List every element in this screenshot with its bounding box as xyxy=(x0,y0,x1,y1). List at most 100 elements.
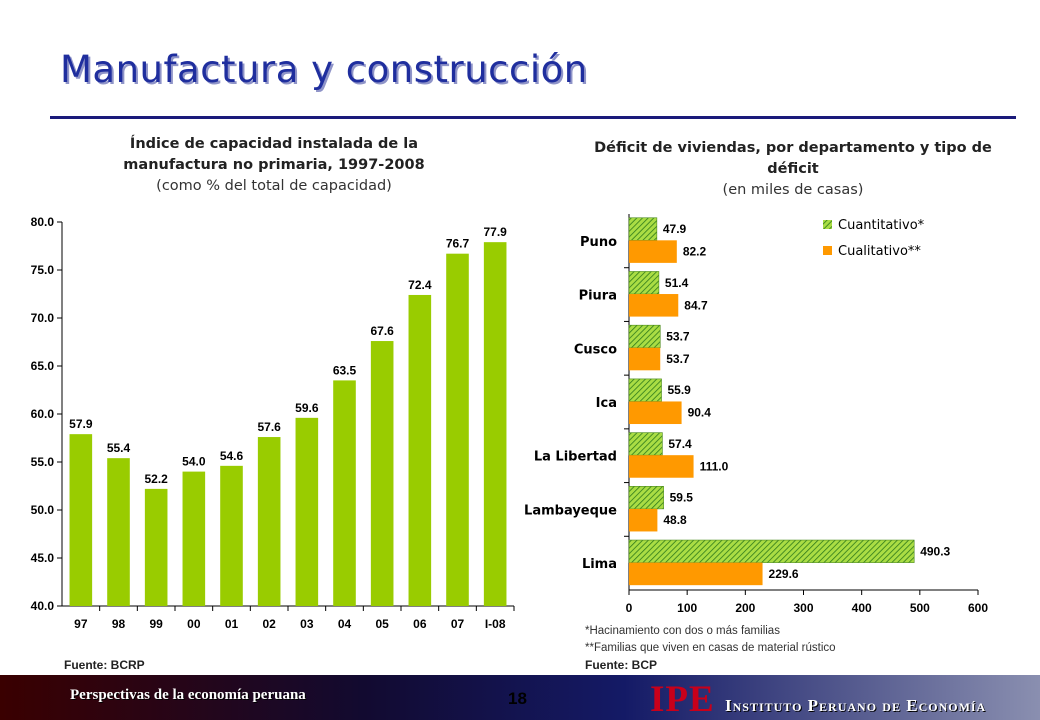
left-chart-title: Índice de capacidad instalada de la manu… xyxy=(123,136,425,173)
x-tick-label: 97 xyxy=(74,617,88,631)
y-tick-label: 45.0 xyxy=(31,551,55,565)
cualitativo-bar xyxy=(629,240,677,263)
left-chart-header: Índice de capacidad instalada de la manu… xyxy=(84,134,464,197)
x-tick-label: 99 xyxy=(149,617,163,631)
capacity-bar xyxy=(182,471,206,606)
bar-value-label: 53.7 xyxy=(666,329,690,343)
cuantitativo-bar xyxy=(628,324,661,349)
page-number: 18 xyxy=(508,689,527,708)
bar-value-label: 111.0 xyxy=(700,459,729,473)
bar-value-label: 59.5 xyxy=(670,491,694,505)
bar-value-label: 57.6 xyxy=(257,420,281,434)
x-tick-label: 600 xyxy=(968,601,988,615)
cuantitativo-bar xyxy=(628,271,660,295)
x-tick-label: I-08 xyxy=(485,617,506,631)
category-label: Ica xyxy=(596,396,617,411)
y-tick-label: 55.0 xyxy=(31,455,55,469)
footer-band xyxy=(0,675,1040,720)
cualitativo-bar xyxy=(629,508,658,532)
footer-publication-title: Perspectivas de la economía peruana xyxy=(70,687,306,703)
y-tick-label: 50.0 xyxy=(31,503,55,517)
ipe-institution-name: Instituto Peruano de Economía xyxy=(725,696,987,715)
capacity-bar xyxy=(295,417,319,606)
cuantitativo-bar xyxy=(628,539,915,563)
right-chart-title: Déficit de viviendas, por departamento y… xyxy=(594,140,992,177)
capacity-bar xyxy=(220,465,243,606)
right-chart-source: Fuente: BCP xyxy=(585,658,657,672)
right-chart-header: Déficit de viviendas, por departamento y… xyxy=(588,138,998,201)
category-label: Puno xyxy=(580,235,617,250)
cuantitativo-bar xyxy=(628,486,664,510)
capacity-bar xyxy=(370,341,394,606)
bar-value-label: 63.5 xyxy=(333,363,357,377)
bar-value-label: 90.4 xyxy=(688,406,712,420)
category-label: Piura xyxy=(579,289,617,304)
x-tick-label: 01 xyxy=(225,617,239,631)
legend-label: Cualitativo** xyxy=(838,244,921,259)
x-tick-label: 04 xyxy=(338,617,352,631)
bar-value-label: 51.4 xyxy=(665,276,689,290)
bar-value-label: 53.7 xyxy=(666,352,690,366)
title-divider xyxy=(50,116,1016,119)
legend-label: Cuantitativo* xyxy=(838,218,925,233)
category-label: Lambayeque xyxy=(524,503,617,518)
slide-title: Manufactura y construcción xyxy=(60,48,588,91)
category-label: La Libertad xyxy=(534,450,617,465)
capacity-bar xyxy=(69,434,93,606)
x-tick-label: 02 xyxy=(262,617,276,631)
cuantitativo-bar xyxy=(628,432,663,456)
right-chart-note-2: **Familias que viven en casas de materia… xyxy=(585,642,836,654)
bar-value-label: 59.6 xyxy=(295,401,319,415)
bar-value-label: 55.9 xyxy=(668,383,692,397)
y-tick-label: 80.0 xyxy=(31,215,55,229)
bar-value-label: 77.9 xyxy=(483,225,507,239)
x-tick-label: 400 xyxy=(852,601,872,615)
capacity-bar xyxy=(446,253,469,606)
bar-value-label: 229.6 xyxy=(769,567,799,581)
x-tick-label: 07 xyxy=(451,617,465,631)
bar-value-label: 55.4 xyxy=(107,441,131,455)
x-tick-label: 03 xyxy=(300,617,314,631)
cualitativo-bar xyxy=(629,401,682,425)
cualitativo-bar xyxy=(629,347,661,371)
bar-value-label: 84.7 xyxy=(684,298,708,312)
cualitativo-bar xyxy=(629,562,763,586)
bar-value-label: 490.3 xyxy=(920,544,950,558)
legend-swatch xyxy=(823,246,832,255)
bar-value-label: 76.7 xyxy=(446,237,470,251)
bar-value-label: 57.4 xyxy=(668,437,692,451)
x-tick-label: 05 xyxy=(375,617,389,631)
y-tick-label: 75.0 xyxy=(31,263,55,277)
cuantitativo-bar xyxy=(628,217,658,241)
cuantitativo-bar xyxy=(628,378,662,402)
x-tick-label: 100 xyxy=(677,601,697,615)
x-tick-label: 500 xyxy=(910,601,930,615)
bar-value-label: 57.9 xyxy=(69,417,93,431)
capacity-bar xyxy=(144,488,168,606)
bar-value-label: 54.6 xyxy=(220,449,244,463)
y-tick-label: 65.0 xyxy=(31,359,55,373)
category-label: Cusco xyxy=(574,342,617,357)
ipe-logo: IPE xyxy=(650,679,715,720)
category-label: Lima xyxy=(582,557,617,572)
cualitativo-bar xyxy=(629,294,679,317)
capacity-bar xyxy=(107,458,130,606)
bar-value-label: 47.9 xyxy=(663,222,687,236)
bar-value-label: 82.2 xyxy=(683,245,707,259)
y-tick-label: 70.0 xyxy=(31,311,55,325)
bar-value-label: 67.6 xyxy=(370,324,394,338)
capacity-bar xyxy=(333,380,356,606)
capacity-bar xyxy=(408,294,432,606)
capacity-bar xyxy=(483,242,507,606)
x-tick-label: 06 xyxy=(413,617,427,631)
y-tick-label: 40.0 xyxy=(31,599,55,613)
bar-value-label: 48.8 xyxy=(663,513,687,527)
right-chart-note-1: *Hacinamiento con dos o más familias xyxy=(585,625,780,637)
legend-swatch xyxy=(823,220,832,229)
x-tick-label: 300 xyxy=(793,601,813,615)
bar-value-label: 54.0 xyxy=(182,455,206,469)
x-tick-label: 200 xyxy=(735,601,755,615)
capacity-bar xyxy=(257,437,281,606)
